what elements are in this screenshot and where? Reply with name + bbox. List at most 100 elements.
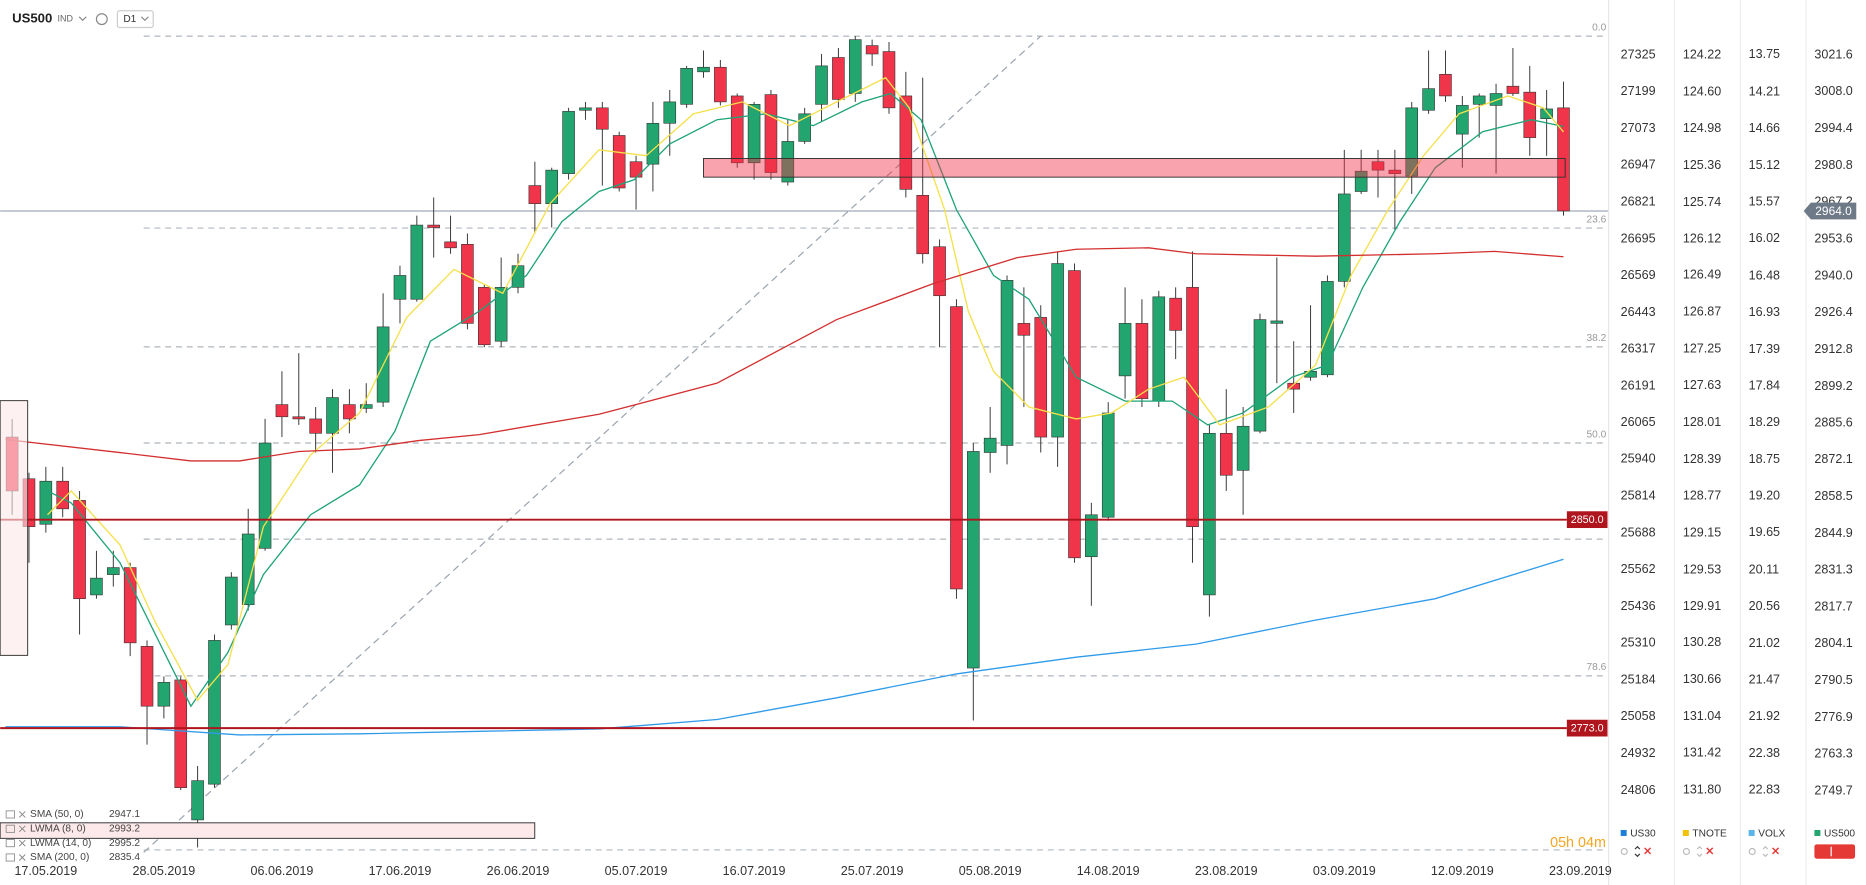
close-icon[interactable] xyxy=(1644,847,1652,855)
y-tick-label: 18.29 xyxy=(1749,415,1780,429)
candle-body xyxy=(1472,95,1486,105)
candle-body xyxy=(697,66,710,73)
eye-icon[interactable] xyxy=(1620,847,1628,856)
drawn-box xyxy=(0,822,536,839)
legend-label: VOLX xyxy=(1758,828,1785,839)
y-tick-label: 2831.3 xyxy=(1814,563,1852,577)
indicator-name: SMA (50, 0) xyxy=(30,809,84,820)
y-tick-label: 26065 xyxy=(1621,415,1656,429)
level-label: 2850.0 xyxy=(1571,514,1604,526)
y-tick-label: 131.80 xyxy=(1683,782,1721,796)
candle-body xyxy=(815,65,828,105)
indicator-value: 2835.4 xyxy=(109,852,140,863)
y-tick-label: 26695 xyxy=(1621,231,1656,245)
market: IND xyxy=(58,13,74,23)
candle-body xyxy=(714,66,727,103)
candle-body xyxy=(208,640,221,785)
current-price-label: 2964.0 xyxy=(1815,204,1852,218)
x-tick-label: 12.09.2019 xyxy=(1431,864,1494,878)
fib-label: 78.6 xyxy=(1587,662,1607,673)
drawn-box xyxy=(0,400,29,656)
y-tick-label: 25940 xyxy=(1621,452,1656,466)
y-tick-label: 14.66 xyxy=(1749,121,1780,135)
candle-body xyxy=(1540,108,1553,119)
fib-label: 38.2 xyxy=(1587,333,1607,344)
y-tick-label: 128.39 xyxy=(1683,452,1721,466)
fib-label: 23.6 xyxy=(1587,214,1607,225)
indicator-remove[interactable] xyxy=(18,854,26,861)
y-tick-label: 2844.9 xyxy=(1814,526,1852,540)
dropdown-arrow[interactable] xyxy=(78,16,87,22)
y-tick-label: 2749.7 xyxy=(1814,784,1852,798)
y-tick-label: 21.02 xyxy=(1749,636,1780,650)
indicator-remove[interactable] xyxy=(18,825,26,833)
candle-body xyxy=(1506,85,1520,94)
x-tick-label: 25.07.2019 xyxy=(841,864,904,878)
candle-body xyxy=(562,111,575,174)
y-tick-label: 2953.6 xyxy=(1814,231,1852,245)
candle-body xyxy=(410,224,424,300)
active-button[interactable] xyxy=(1814,844,1856,859)
candle-body xyxy=(427,224,440,228)
y-tick-label: 124.60 xyxy=(1683,84,1721,98)
x-tick-label: 17.05.2019 xyxy=(14,864,77,878)
indicator-name: LWMA (14, 0) xyxy=(30,838,91,849)
indicator-remove[interactable] xyxy=(18,839,26,847)
timeframe[interactable]: D1 xyxy=(123,14,136,25)
candle-body xyxy=(494,287,508,342)
candle-body xyxy=(781,141,795,183)
indicator-name: SMA (200, 0) xyxy=(30,852,89,863)
candle-body xyxy=(326,397,339,434)
close-icon[interactable] xyxy=(1706,847,1714,855)
candle-body xyxy=(1456,105,1469,135)
y-tick-label: 24932 xyxy=(1621,746,1656,760)
indicator-icon xyxy=(5,839,15,848)
symbol[interactable]: US500 xyxy=(12,11,52,26)
y-tick-label: 26947 xyxy=(1621,158,1656,172)
indicator-value: 2995.2 xyxy=(109,838,140,849)
timeframe-box[interactable] xyxy=(116,10,154,29)
price-tag xyxy=(1803,202,1857,220)
candle-body xyxy=(461,244,474,324)
y-tick-label: 2912.8 xyxy=(1814,342,1852,356)
candle-body xyxy=(1017,323,1031,336)
legend-label: US500 xyxy=(1824,828,1855,839)
y-tick-label: 2994.4 xyxy=(1814,121,1852,135)
candle-body xyxy=(528,185,542,204)
candle-body xyxy=(123,567,137,644)
y-tick-label: 16.93 xyxy=(1749,305,1780,319)
x-tick-label: 23.09.2019 xyxy=(1549,864,1612,878)
candle-body xyxy=(612,135,626,189)
candle-body xyxy=(596,107,609,130)
eye-icon[interactable] xyxy=(1748,847,1756,856)
sort-icon[interactable] xyxy=(1762,845,1769,858)
y-tick-label: 21.92 xyxy=(1749,709,1780,723)
info-icon[interactable] xyxy=(95,13,108,26)
candle-body xyxy=(393,275,407,300)
y-tick-label: 24806 xyxy=(1621,783,1656,797)
candle-body xyxy=(1422,88,1435,111)
level-label: 2773.0 xyxy=(1571,723,1604,735)
y-tick-label: 129.91 xyxy=(1683,599,1721,613)
indicator-remove[interactable] xyxy=(18,811,26,818)
eye-icon[interactable] xyxy=(1682,847,1691,856)
candle-body xyxy=(140,646,154,707)
candle-body xyxy=(663,101,677,124)
dropdown-arrow[interactable] xyxy=(140,16,149,22)
indicator-icon xyxy=(5,853,15,862)
candle-body xyxy=(107,567,120,575)
sort-icon[interactable] xyxy=(1696,845,1703,858)
y-tick-label: 19.65 xyxy=(1749,525,1780,539)
y-tick-label: 2790.5 xyxy=(1814,673,1852,687)
price-zone xyxy=(703,157,1566,178)
candle-body xyxy=(680,68,693,105)
y-tick-label: 26569 xyxy=(1621,268,1656,282)
legend-swatch xyxy=(1748,829,1755,836)
moving-average-line xyxy=(5,558,1564,736)
sort-icon[interactable] xyxy=(1634,845,1641,858)
candle-body xyxy=(967,451,980,669)
fib-trendline xyxy=(143,35,1042,853)
candle-body xyxy=(1253,319,1267,432)
indicator-value: 2993.2 xyxy=(109,823,140,834)
close-icon[interactable] xyxy=(1772,847,1780,855)
